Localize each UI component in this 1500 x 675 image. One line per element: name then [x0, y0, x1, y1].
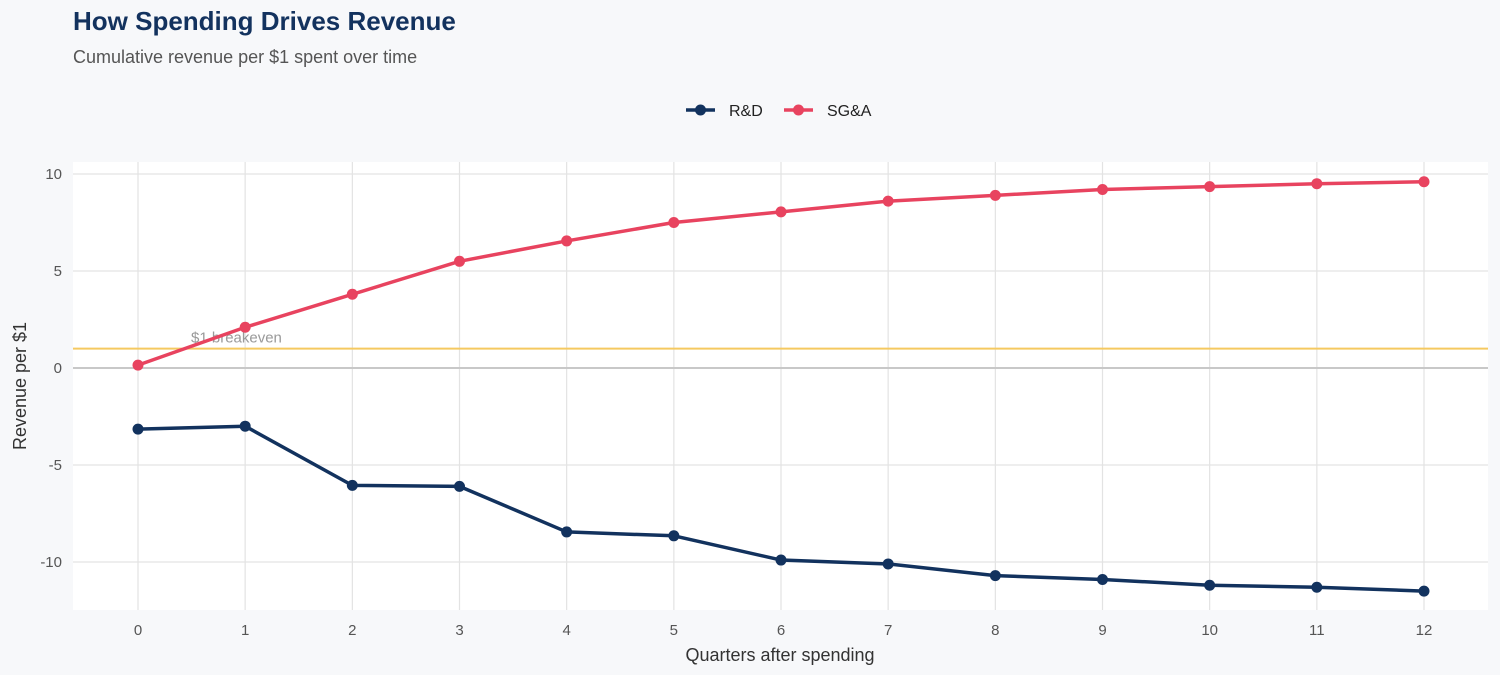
breakeven-label: $1 breakeven — [191, 330, 282, 347]
y-tick-label: 10 — [45, 166, 62, 183]
data-point — [346, 479, 358, 491]
data-point — [454, 255, 465, 267]
data-point — [239, 321, 251, 333]
data-point — [561, 235, 573, 247]
data-point — [132, 423, 144, 435]
data-point — [1204, 579, 1216, 591]
y-tick-label: 0 — [54, 360, 62, 377]
x-tick-label: 4 — [562, 622, 570, 639]
x-tick-label: 6 — [777, 622, 785, 639]
data-point — [132, 359, 144, 371]
data-point — [1418, 176, 1430, 188]
legend-label: SG&A — [827, 103, 872, 120]
data-point — [1204, 181, 1216, 193]
legend-label: R&D — [729, 103, 763, 120]
legend-key-point — [793, 104, 804, 116]
legend: R&D SG&A — [686, 103, 872, 120]
data-point — [454, 480, 465, 492]
x-tick-label: 0 — [134, 622, 142, 639]
chart-title: How Spending Drives Revenue — [73, 6, 456, 36]
data-point — [882, 558, 894, 570]
data-point — [775, 206, 787, 218]
data-point — [989, 189, 1001, 201]
data-point — [1097, 184, 1108, 196]
y-tick-label: 5 — [54, 263, 62, 280]
series-lines — [132, 176, 1430, 597]
breakeven-reference: $1 breakeven — [73, 330, 1488, 350]
y-tick-label: -10 — [40, 554, 62, 571]
x-tick-label: 3 — [455, 622, 463, 639]
x-tick-label: 7 — [884, 622, 892, 639]
x-tick-label: 12 — [1416, 622, 1433, 639]
data-point — [989, 570, 1001, 582]
data-point — [561, 526, 573, 538]
data-point — [1418, 585, 1430, 597]
x-tick-label: 5 — [670, 622, 678, 639]
x-tick-label: 2 — [348, 622, 356, 639]
x-axis-label: Quarters after spending — [685, 645, 874, 665]
data-point — [775, 554, 787, 566]
chart-subtitle: Cumulative revenue per $1 spent over tim… — [73, 47, 418, 67]
x-tick-label: 9 — [1098, 622, 1106, 639]
x-tick-label: 8 — [991, 622, 999, 639]
data-point — [1097, 573, 1108, 585]
legend-key-point — [695, 104, 706, 116]
y-axis-label: Revenue per $1 — [10, 322, 30, 450]
data-point — [668, 530, 680, 542]
x-tick-label: 1 — [241, 622, 249, 639]
y-tick-label: -5 — [49, 457, 62, 474]
data-point — [668, 217, 680, 228]
data-point — [239, 420, 251, 432]
x-tick-label: 11 — [1309, 622, 1325, 639]
x-tick-labels: 0 1 2 3 4 5 6 7 8 9 10 11 12 — [134, 622, 1433, 639]
data-point — [1311, 581, 1323, 593]
data-point — [1311, 178, 1323, 190]
data-point — [346, 288, 358, 300]
y-tick-labels: -10 -5 0 5 10 — [40, 166, 62, 571]
x-tick-label: 10 — [1201, 622, 1218, 639]
data-point — [882, 195, 894, 207]
